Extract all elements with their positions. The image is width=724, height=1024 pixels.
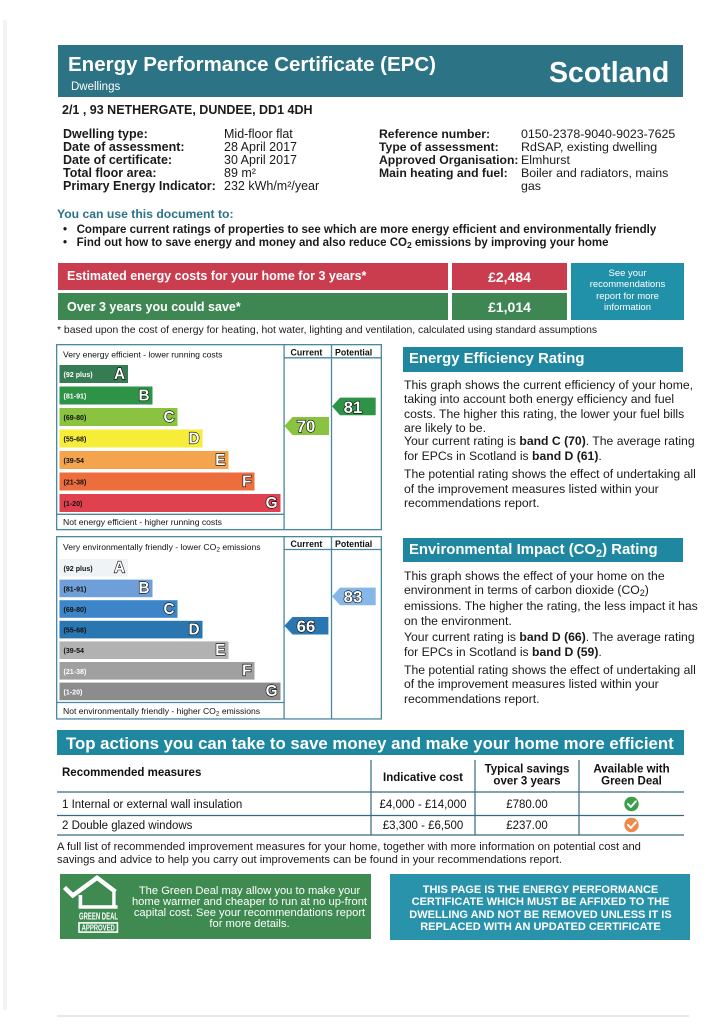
svg-text:(1-20): (1-20)	[64, 688, 84, 696]
svg-text:Recommended measures: Recommended measures	[62, 767, 201, 779]
svg-text:Typical savings: Typical savings	[485, 764, 570, 776]
svg-text:Indicative cost: Indicative cost	[383, 772, 463, 784]
svg-text:B: B	[138, 580, 149, 597]
svg-text:A: A	[114, 366, 125, 383]
svg-text:Potential: Potential	[335, 348, 372, 358]
svg-text:Green Deal: Green Deal	[601, 776, 662, 788]
svg-text:G: G	[266, 495, 278, 512]
svg-text:(81-91): (81-91)	[64, 585, 88, 593]
svg-text:A: A	[114, 560, 125, 577]
svg-text:(39-54: (39-54	[64, 457, 85, 465]
svg-text:C: C	[163, 409, 174, 426]
svg-text:Potential: Potential	[335, 539, 372, 549]
svg-text:(81-91): (81-91)	[64, 393, 88, 401]
svg-text:(21-38): (21-38)	[64, 668, 88, 676]
svg-text:(39-54: (39-54	[64, 647, 85, 655]
svg-text:Very environmentally friendly: Very environmentally friendly - lower CO…	[63, 542, 261, 554]
svg-text:83: 83	[344, 588, 363, 607]
svg-text:Very energy efficient - lower: Very energy efficient - lower running co…	[63, 350, 222, 360]
svg-text:D: D	[188, 430, 199, 447]
svg-text:66: 66	[297, 617, 316, 636]
svg-text:(1-20): (1-20)	[64, 500, 84, 508]
svg-text:£4,000 - £14,000: £4,000 - £14,000	[380, 799, 467, 811]
svg-text:81: 81	[344, 398, 363, 417]
svg-text:(69-80): (69-80)	[64, 606, 88, 614]
svg-text:1 Internal or external wall in: 1 Internal or external wall insulation	[62, 799, 242, 811]
svg-text:(92 plus): (92 plus)	[64, 565, 94, 573]
svg-text:(69-80): (69-80)	[64, 414, 88, 422]
svg-text:Not environmentally friendly -: Not environmentally friendly - higher CO…	[63, 706, 260, 718]
svg-text:B: B	[138, 387, 149, 404]
svg-text:G: G	[266, 683, 278, 700]
svg-text:Current: Current	[291, 539, 323, 549]
svg-text:C: C	[163, 601, 174, 618]
svg-text:70: 70	[297, 417, 316, 436]
svg-text:F: F	[242, 663, 251, 680]
svg-text:over 3 years: over 3 years	[493, 776, 560, 788]
svg-text:Available with: Available with	[593, 764, 669, 776]
svg-text:£780.00: £780.00	[506, 799, 548, 811]
svg-text:E: E	[215, 452, 225, 469]
svg-text:Not energy efficient - higher: Not energy efficient - higher running co…	[63, 517, 222, 527]
svg-text:(92 plus): (92 plus)	[64, 371, 94, 379]
svg-text:GREEN DEAL: GREEN DEAL	[79, 912, 118, 923]
svg-text:Current: Current	[291, 348, 323, 358]
svg-text:APPROVED: APPROVED	[82, 922, 115, 932]
svg-text:E: E	[215, 642, 225, 659]
svg-text:(55-68): (55-68)	[64, 436, 88, 444]
svg-text:2 Double glazed windows: 2 Double glazed windows	[62, 820, 193, 832]
svg-text:£3,300 - £6,500: £3,300 - £6,500	[383, 820, 464, 832]
svg-text:D: D	[188, 621, 199, 638]
svg-text:F: F	[242, 473, 251, 490]
svg-text:£237.00: £237.00	[506, 820, 548, 832]
svg-text:(55-68): (55-68)	[64, 627, 88, 635]
svg-text:(21-38): (21-38)	[64, 479, 88, 487]
